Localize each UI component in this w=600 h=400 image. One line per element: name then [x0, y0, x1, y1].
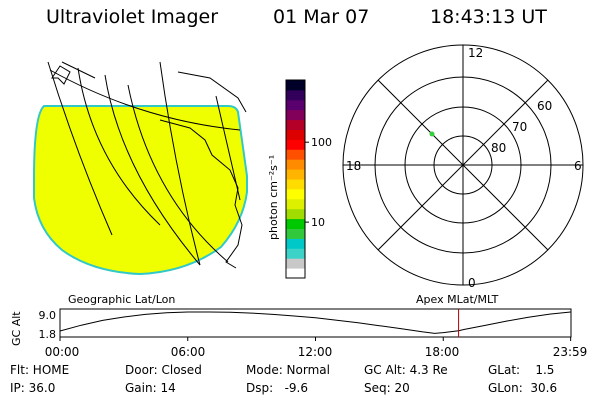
xtick-label-1200: 12:00: [298, 345, 333, 359]
timeline-frame: [59, 308, 572, 338]
colorbar-segment: [286, 198, 305, 210]
colorbar-segment: [286, 268, 305, 279]
status-door: Door: Closed: [125, 363, 202, 377]
colorbar-segment: [286, 169, 305, 180]
polar-plot: [342, 44, 584, 286]
xtick-label-0000: 00:00: [45, 345, 80, 359]
colorbar-segment: [286, 208, 305, 220]
altitude-timeline: [59, 308, 572, 341]
status-gain: Gain: 14: [125, 381, 176, 395]
colorbar-segment: [286, 129, 305, 140]
mlt-label-6: 6: [574, 159, 582, 173]
xtick-label-1800: 18:00: [425, 345, 460, 359]
xtick-label-0600: 06:00: [171, 345, 206, 359]
observation-date: 01 Mar 07: [273, 6, 370, 28]
colorbar-segment: [286, 119, 305, 130]
colorbar-segment: [286, 109, 305, 121]
colorbar-unit-label: photon cm⁻²s⁻¹: [267, 155, 280, 240]
xtick-label-2359: 23:59: [553, 345, 588, 359]
mlt-label-12: 12: [468, 46, 483, 60]
lat-label-80: 80: [491, 141, 506, 155]
map-lines: [47, 61, 247, 269]
status-glon: GLon: 30.6: [488, 381, 558, 395]
geographic-map: [33, 61, 248, 276]
status-dsp: Dsp: -9.6: [246, 381, 309, 395]
colorbar-segment: [286, 99, 305, 111]
instrument-title: Ultraviolet Imager: [46, 6, 219, 28]
polar-data-point: [429, 131, 435, 137]
altitude-curve: [59, 311, 571, 334]
status-ip: IP: 36.0: [10, 381, 56, 395]
colorbar-segment: [286, 238, 305, 249]
ytick-label-top: 9.0: [39, 309, 57, 322]
lat-label-60: 60: [537, 99, 552, 113]
status-flt: Flt: HOME: [10, 363, 70, 377]
observation-time: 18:43:13 UT: [430, 6, 547, 28]
polar-caption: Apex MLat/MLT: [416, 293, 499, 306]
status-mode: Mode: Normal: [246, 363, 330, 377]
ytick-label-bottom: 1.8: [39, 328, 57, 341]
colorbar-ticks: 100 10: [305, 136, 332, 229]
colorbar-segment: [286, 218, 305, 229]
colorbar-segment: [286, 258, 305, 269]
colorbar: [286, 80, 305, 279]
mlt-label-18: 18: [346, 159, 361, 173]
colorbar-segment: [286, 89, 305, 101]
colorbar-segment: [286, 159, 305, 170]
polar-diagonal-2: [377, 79, 549, 251]
colorbar-segment: [286, 248, 305, 259]
map-caption: Geographic Lat/Lon: [68, 293, 175, 306]
lat-label-70: 70: [512, 120, 527, 134]
colorbar-tick-label: 100: [311, 136, 332, 149]
colorbar-segment: [286, 179, 305, 190]
status-glat: GLat: 1.5: [488, 363, 555, 377]
colorbar-segment: [286, 188, 305, 200]
status-seq: Seq: 20: [364, 381, 410, 395]
colorbar-segment: [286, 80, 305, 91]
mlt-label-0: 0: [468, 276, 476, 290]
status-gc-alt: GC Alt: 4.3 Re: [364, 363, 448, 377]
colorbar-segment: [286, 149, 305, 160]
colorbar-segment: [286, 228, 305, 239]
colorbar-tick-label: 10: [311, 216, 325, 229]
timeline-ylabel: GC Alt: [10, 311, 23, 346]
auroral-image-disc: [33, 105, 248, 276]
colorbar-frame: [285, 79, 306, 279]
colorbar-segment: [286, 139, 305, 150]
